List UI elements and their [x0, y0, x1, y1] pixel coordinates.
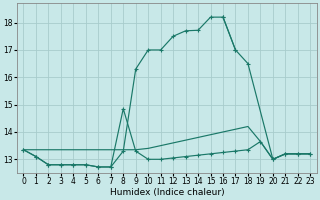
X-axis label: Humidex (Indice chaleur): Humidex (Indice chaleur): [109, 188, 224, 197]
